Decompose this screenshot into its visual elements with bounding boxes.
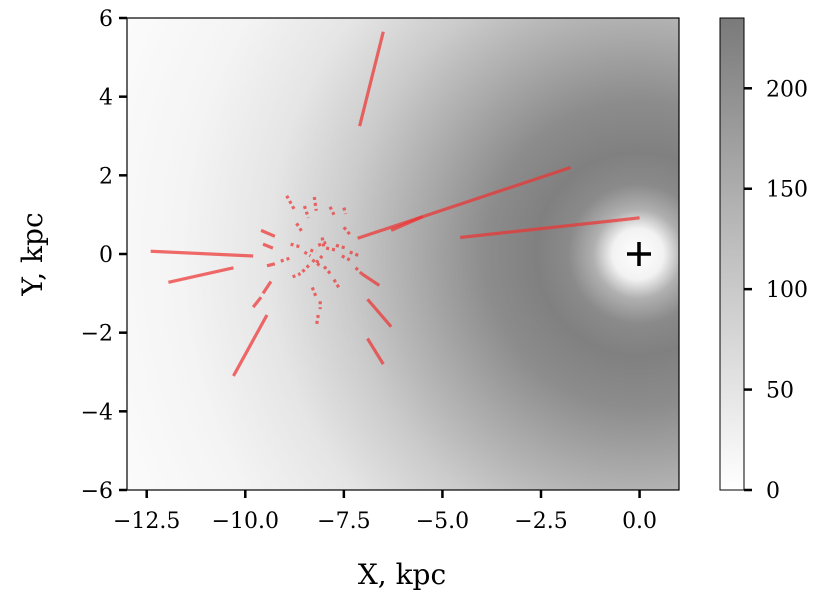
segment-37 [309,248,317,254]
segment-16 [312,196,318,211]
segment-15 [285,195,296,211]
y-tick-label: 4 [99,86,113,111]
colorbar-tick-label: 150 [766,178,808,203]
y-tick-label: 6 [99,7,113,32]
segment-30 [342,226,351,236]
y-tick-label: 2 [99,164,113,189]
segment-36 [314,314,320,328]
segment-32 [332,278,342,291]
x-tick-label: −2.5 [514,509,567,534]
segment-21 [290,242,301,249]
segment-23 [301,262,312,273]
segment-1 [357,165,572,240]
y-tick-label: −2 [81,322,113,347]
x-tick-label: −5.0 [416,509,469,534]
segment-26 [325,246,337,252]
segment-41 [320,237,326,250]
colorbar-tick-label: 50 [766,379,794,404]
segment-6 [232,314,269,377]
segment-39 [303,250,312,258]
y-axis-label: Y, kpc [16,212,49,296]
segment-27 [335,243,347,250]
segment-17 [302,205,310,219]
segment-19 [295,222,304,234]
segment-13 [262,242,274,250]
segment-34 [310,286,318,298]
segment-14 [266,262,276,268]
segment-38 [317,240,327,247]
segments-layer [150,31,640,377]
segment-10 [261,280,273,295]
x-tick-label: −12.5 [113,509,180,534]
segment-7 [366,298,393,328]
x-axis-label: X, kpc [358,558,446,591]
segment-18 [328,206,336,216]
y-tick-label: −6 [81,479,113,504]
segment-8 [366,337,385,365]
colorbar-ticks: 0 50 100 150 200 [744,77,808,504]
x-axis-ticks: −12.5 −10.0 −7.5 −5.0 −2.5 0.0 [113,490,657,534]
y-tick-label: 0 [99,243,113,268]
y-axis-ticks: −6 −4 −2 0 2 4 6 [81,7,127,504]
segment-31 [322,265,334,277]
segment-24 [292,272,302,279]
segment-3 [459,216,640,240]
segment-2 [390,215,424,232]
x-tick-label: −10.0 [212,509,279,534]
colorbar-tick-label: 0 [766,479,780,504]
x-tick-label: 0.0 [622,509,657,534]
colorbar-tick-label: 100 [766,278,808,303]
segment-25 [315,254,324,264]
segment-40 [311,258,322,268]
segment-20 [342,207,348,215]
segment-28 [349,250,361,258]
segment-22 [280,256,292,263]
segment-33 [354,266,363,275]
colorbar-tick-label: 200 [766,77,808,102]
segment-11 [251,296,263,309]
colorbar [719,17,745,491]
x-tick-label: −7.5 [317,509,370,534]
segment-0 [358,31,385,127]
y-tick-label: −4 [81,400,113,425]
galactic-center-marker [627,242,651,266]
segment-4 [150,249,254,258]
segment-29 [341,254,351,262]
segment-12 [260,228,276,238]
segment-5 [168,266,234,284]
segment-9 [360,272,381,287]
